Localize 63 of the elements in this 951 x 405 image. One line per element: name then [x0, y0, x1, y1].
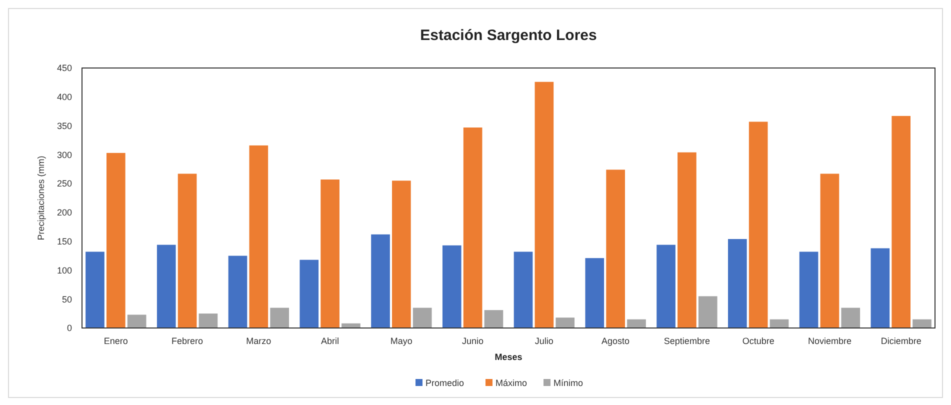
bar — [556, 318, 575, 328]
bar — [514, 252, 533, 328]
y-tick-label: 50 — [62, 294, 72, 304]
x-tick-label: Septiembre — [664, 336, 710, 346]
x-tick-label: Junio — [462, 336, 484, 346]
y-tick-label: 250 — [56, 178, 72, 189]
bar — [178, 174, 197, 328]
y-tick-label: 350 — [56, 120, 72, 131]
bar — [442, 245, 462, 328]
bar — [86, 252, 104, 328]
x-tick-label: Mayo — [390, 336, 412, 346]
bar — [198, 314, 218, 328]
x-tick-label: Agosto — [602, 336, 630, 346]
bar — [249, 145, 268, 328]
chart-title: Estación Sargento Lores — [420, 27, 597, 44]
bar — [127, 314, 146, 328]
bar — [585, 258, 604, 328]
bar — [606, 170, 625, 328]
bar — [870, 248, 890, 328]
bar — [534, 82, 554, 328]
legend-label: Promedio — [426, 378, 464, 388]
y-tick-label: 450 — [56, 63, 72, 74]
x-tick-label: Diciembre — [880, 336, 922, 346]
bar — [841, 308, 860, 328]
bar — [627, 319, 646, 328]
bar — [392, 180, 411, 328]
bar — [799, 252, 818, 328]
x-tick-label: Abril — [321, 336, 340, 346]
bar — [463, 128, 482, 328]
y-tick-label: 100 — [56, 265, 72, 276]
bar — [820, 174, 840, 328]
bar — [106, 152, 126, 328]
bar — [656, 244, 676, 328]
bar — [892, 116, 911, 328]
y-tick-label: 400 — [56, 92, 72, 102]
x-tick-label: Noviembre — [808, 336, 852, 346]
bar — [912, 319, 932, 328]
y-tick-label: 150 — [56, 236, 72, 246]
x-tick-label: Marzo — [246, 336, 272, 346]
bar — [698, 296, 718, 328]
bar — [320, 180, 340, 328]
x-tick-label: Octubre — [742, 336, 774, 346]
x-tick-label: Enero — [104, 336, 128, 346]
x-axis-title: Meses — [494, 352, 522, 362]
y-tick-label: 0 — [66, 323, 72, 334]
bar — [678, 152, 696, 328]
x-tick-label: Febrero — [172, 336, 204, 346]
bar — [748, 122, 768, 328]
bar — [412, 308, 432, 328]
bar — [300, 260, 319, 328]
bar — [770, 319, 789, 328]
bar — [270, 308, 290, 328]
y-axis-title: Precipitaciones (mm) — [36, 156, 46, 240]
bar — [484, 310, 504, 328]
bar — [228, 256, 248, 328]
legend-label: Máximo — [496, 378, 528, 388]
y-tick-label: 300 — [56, 150, 72, 160]
legend-label: Mínimo — [554, 378, 584, 388]
y-tick-label: 200 — [56, 208, 72, 218]
bar — [371, 234, 390, 328]
bar — [156, 244, 176, 328]
bar — [728, 239, 747, 328]
x-tick-label: Julio — [534, 336, 554, 346]
